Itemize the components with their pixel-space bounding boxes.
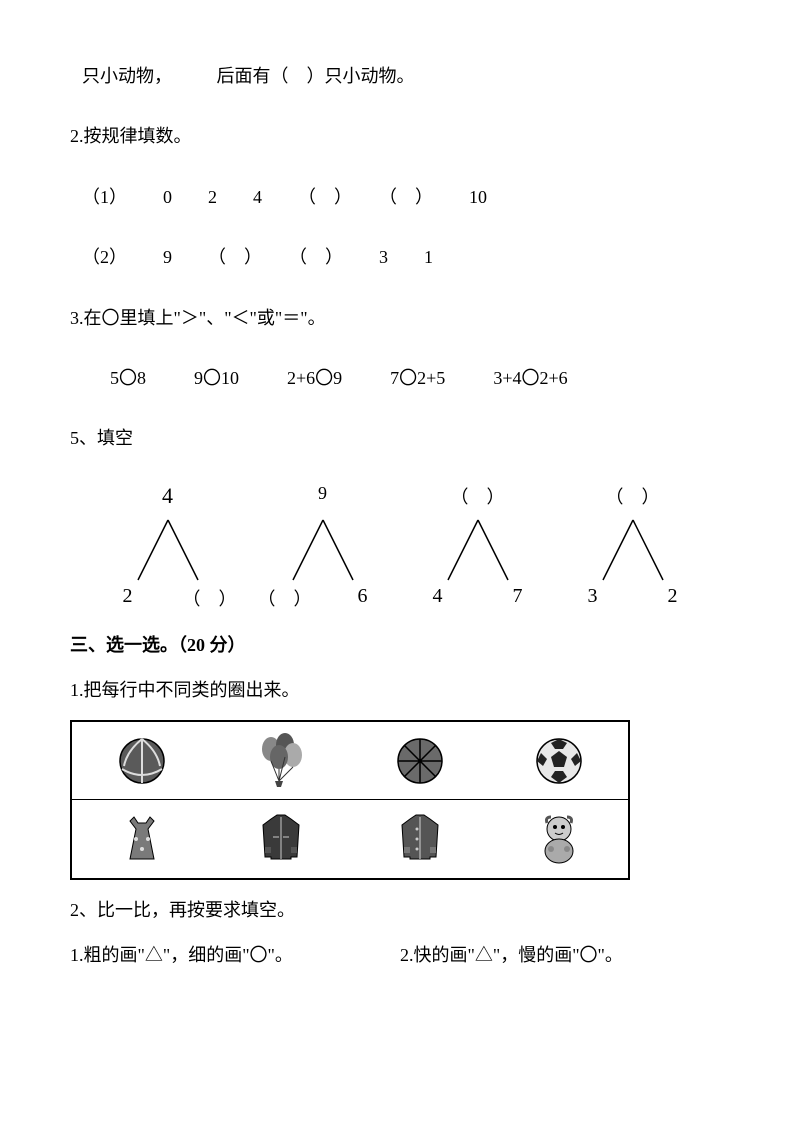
q2-row2: （2）9（ ）（ ）31 — [70, 241, 730, 273]
section3-q1: 1.把每行中不同类的圈出来。 — [70, 676, 730, 705]
soccer-icon — [489, 722, 628, 799]
q1-partial: 只小动物， 后面有（ ）只小动物。 — [70, 60, 730, 92]
q2-row1: （1）024（ ）（ ）10 — [70, 181, 730, 213]
number-bond: 9 （ ）6 — [248, 483, 398, 611]
table-row — [72, 722, 628, 800]
q5-title: 5、填空 — [70, 422, 730, 454]
q3-items: 5〇89〇102+6〇97〇2+53+4〇2+6 — [70, 362, 730, 394]
q1-text-a: 只小动物， — [82, 66, 172, 86]
q2-sub2: 2.快的画"△"，慢的画"〇"。 — [400, 941, 730, 970]
bond-v-icon — [128, 515, 208, 585]
section3-heading: 三、选一选。（20 分） — [70, 631, 730, 660]
bond-v-icon — [283, 515, 363, 585]
odd-one-out-table — [70, 720, 630, 880]
q2-row1-label: （1） — [82, 187, 127, 207]
balloons-icon — [211, 722, 350, 799]
section3-q2-intro: 2、比一比，再按要求填空。 — [70, 896, 730, 925]
q2-row2-label: （2） — [82, 247, 127, 267]
q2-title: 2.按规律填数。 — [70, 120, 730, 152]
q1-text-b: 后面有（ ）只小动物。 — [217, 66, 415, 86]
bond-v-icon — [593, 515, 673, 585]
number-bonds-row: 4 2（ ） 9 （ ）6 （ ） 47 （ ） 32 — [70, 483, 730, 611]
dress-icon — [72, 800, 211, 878]
volleyball-icon — [72, 722, 211, 799]
bond-v-icon — [438, 515, 518, 585]
jacket-icon — [211, 800, 350, 878]
doll-icon — [489, 800, 628, 878]
section3-q2-subs: 1.粗的画"△"，细的画"〇"。 2.快的画"△"，慢的画"〇"。 — [70, 941, 730, 970]
q3-title: 3.在〇里填上"＞"、"＜"或"＝"。 — [70, 302, 730, 334]
number-bond: 4 2（ ） — [93, 483, 243, 611]
coat-icon — [350, 800, 489, 878]
table-row — [72, 800, 628, 878]
q2-sub1: 1.粗的画"△"，细的画"〇"。 — [70, 941, 400, 970]
basketball-icon — [350, 722, 489, 799]
number-bond: （ ） 32 — [558, 483, 708, 611]
number-bond: （ ） 47 — [403, 483, 553, 611]
